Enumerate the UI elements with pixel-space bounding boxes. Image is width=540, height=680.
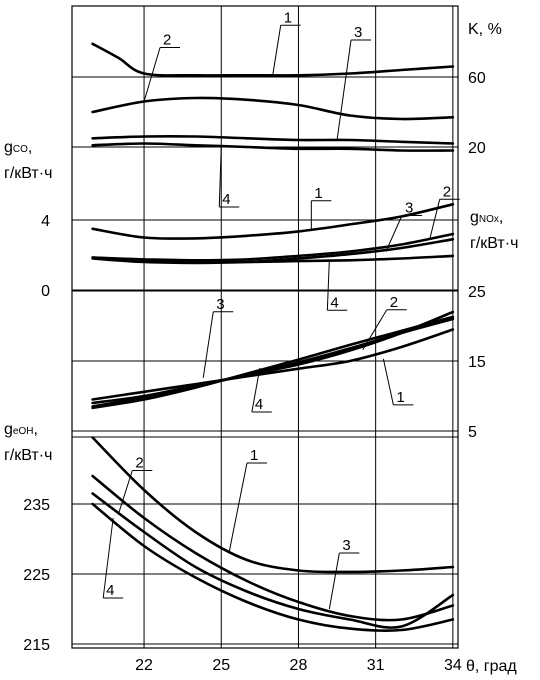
series-line-K-3 — [91, 134, 455, 145]
callout-K-1: 1 — [272, 9, 301, 76]
series-line-K-1 — [91, 42, 455, 77]
y-label-gNOx: gNOx, — [470, 209, 503, 226]
series-line-gNOx-3 — [91, 315, 455, 410]
callout-geOH-4: 4 — [102, 517, 124, 599]
y-label-K: K, % — [468, 21, 502, 38]
callout-gCO-3: 3 — [385, 200, 422, 252]
x-tick-label: 31 — [367, 657, 385, 674]
x-tick-label: 22 — [135, 657, 153, 674]
callout-number: 1 — [284, 9, 292, 26]
callout-number: 2 — [443, 183, 451, 200]
y-label-geOH: geOH, — [4, 421, 38, 438]
callout-leader — [272, 25, 282, 76]
callout-gCO-1: 1 — [310, 185, 332, 229]
plot-frame — [71, 5, 459, 649]
callout-gCO-4: 4 — [326, 260, 348, 311]
callout-number: 1 — [396, 389, 404, 406]
callout-leader — [326, 260, 330, 311]
x-tick-label: 28 — [290, 657, 308, 674]
callout-leader — [336, 39, 352, 141]
callout-leader — [218, 146, 222, 208]
y-tick-label: 4 — [41, 213, 50, 230]
y-tick-label: 20 — [468, 140, 486, 157]
callout-number: 2 — [163, 32, 171, 49]
y-tick-label: 5 — [468, 424, 477, 441]
series-line-geOH-1 — [91, 436, 455, 574]
callout-K-3: 3 — [336, 24, 372, 141]
callout-number: 1 — [250, 447, 258, 464]
callout-leader — [382, 358, 394, 406]
callout-K-4: 4 — [218, 146, 240, 208]
series-line-geOH-4 — [91, 502, 455, 632]
callout-number: 1 — [314, 185, 322, 202]
callout-leader — [385, 215, 403, 252]
y-label-geOH-unit: г/кВт·ч — [4, 447, 52, 464]
series-line-K-4 — [91, 142, 455, 152]
callout-geOH-1: 1 — [228, 447, 267, 554]
callout-number: 4 — [330, 294, 338, 311]
callout-gNOx-1: 1 — [382, 358, 414, 406]
callout-number: 3 — [354, 24, 362, 41]
callout-geOH-3: 3 — [328, 537, 360, 610]
callout-gCO-2: 2 — [429, 183, 460, 240]
callout-leader — [102, 517, 114, 599]
y-tick-label: 25 — [468, 284, 486, 301]
y-tick-label: 235 — [23, 497, 50, 514]
y-tick-label: 0 — [41, 283, 50, 300]
x-axis-label: θ, град — [466, 658, 517, 675]
callout-number: 4 — [222, 191, 230, 208]
callout-number: 3 — [216, 296, 224, 313]
series-line-gCO-1 — [91, 203, 455, 240]
callout-leader — [202, 311, 214, 378]
y-label-gNOx-unit: г/кВт·ч — [470, 235, 518, 252]
series-line-geOH-2 — [91, 474, 455, 622]
y-label-gCO-unit: г/кВт·ч — [4, 165, 52, 182]
series-line-gNOx-1 — [91, 328, 455, 401]
series — [91, 42, 455, 632]
y-tick-label: 60 — [468, 70, 486, 87]
series-line-gCO-4 — [91, 254, 455, 264]
series-line-K-2 — [91, 96, 455, 121]
callout-number: 2 — [135, 455, 143, 472]
x-tick-label: 34 — [444, 657, 462, 674]
callout-number: 4 — [106, 582, 114, 599]
callout-leader — [362, 309, 388, 351]
callout-leader — [143, 47, 161, 102]
callout-leader — [328, 552, 340, 610]
callout-number: 3 — [342, 537, 350, 554]
callout-leader — [251, 367, 261, 413]
callout-number: 3 — [405, 200, 413, 217]
y-tick-label: 15 — [468, 354, 486, 371]
series-line-geOH-3 — [91, 492, 455, 629]
callout-gNOx-2: 2 — [362, 294, 407, 351]
series-line-gNOx-4 — [91, 317, 455, 408]
grid — [71, 5, 459, 649]
callout-leader — [117, 470, 133, 515]
callout-geOH-2: 2 — [117, 455, 153, 515]
callouts: 1 2 3 4 1 2 3 4 2 3 4 1 1 2 3 4 — [102, 9, 460, 610]
callout-number: 4 — [255, 396, 263, 413]
callout-gNOx-4: 4 — [251, 367, 272, 413]
callout-gNOx-3: 3 — [202, 296, 234, 378]
y-tick-label: 225 — [23, 567, 50, 584]
callout-leader — [429, 199, 441, 240]
callout-leader — [228, 462, 248, 554]
callout-number: 2 — [390, 294, 398, 311]
x-tick-label: 25 — [212, 657, 230, 674]
y-tick-label: 215 — [23, 637, 50, 654]
callout-K-2: 2 — [143, 32, 181, 102]
y-label-gCO: gCO, — [4, 139, 32, 156]
